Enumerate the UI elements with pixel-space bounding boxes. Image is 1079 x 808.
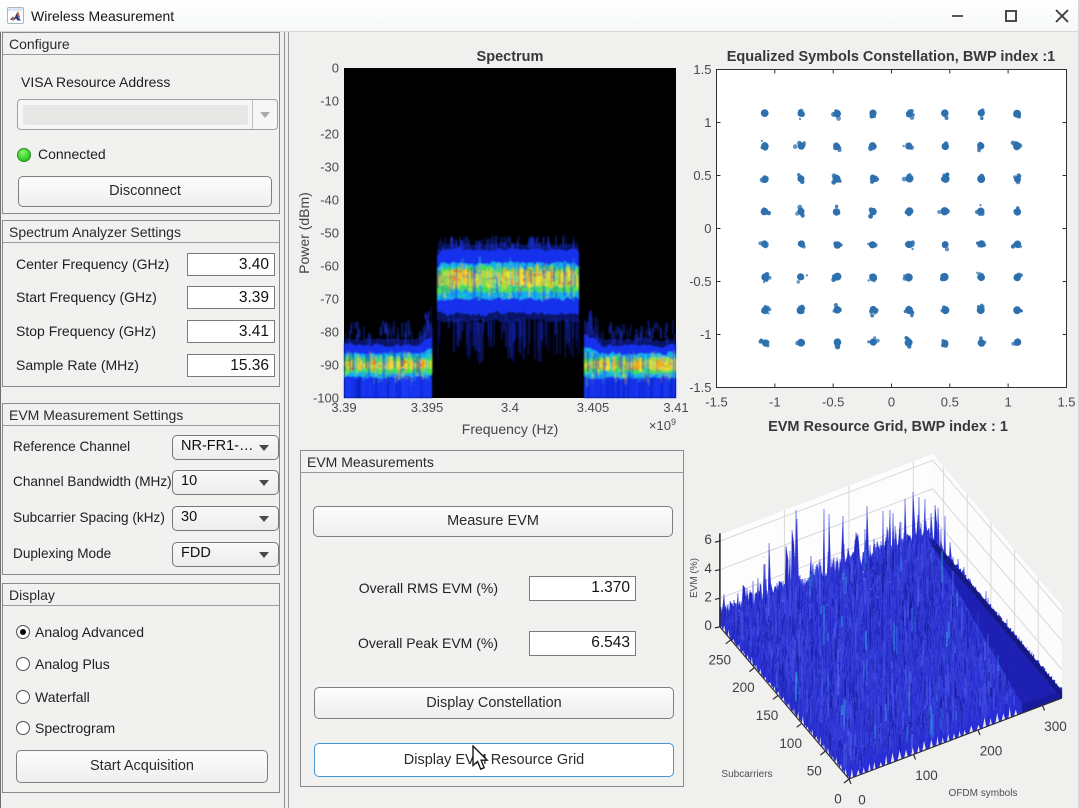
svg-text:Power (dBm): Power (dBm) xyxy=(296,192,312,274)
svg-text:-60: -60 xyxy=(320,259,339,274)
svg-text:150: 150 xyxy=(756,708,779,723)
svg-text:0.5: 0.5 xyxy=(941,395,959,410)
svg-text:×109: ×109 xyxy=(649,417,676,433)
svg-text:-1.5: -1.5 xyxy=(690,380,712,395)
svg-text:OFDM symbols: OFDM symbols xyxy=(949,788,1018,799)
svg-text:0: 0 xyxy=(888,395,895,410)
svg-text:-1: -1 xyxy=(700,327,712,342)
svg-text:Spectrum: Spectrum xyxy=(477,49,544,65)
svg-text:Equalized Symbols Constellatio: Equalized Symbols Constellation, BWP ind… xyxy=(727,49,1055,65)
svg-text:300: 300 xyxy=(1044,719,1067,734)
svg-text:-80: -80 xyxy=(320,325,339,340)
svg-text:0: 0 xyxy=(704,221,711,236)
svg-text:-50: -50 xyxy=(320,226,339,241)
svg-text:100: 100 xyxy=(915,768,938,783)
svg-text:3.39: 3.39 xyxy=(331,400,356,415)
svg-text:-10: -10 xyxy=(320,94,339,109)
svg-text:2: 2 xyxy=(704,589,712,604)
svg-text:EVM Resource Grid, BWP index :: EVM Resource Grid, BWP index : 1 xyxy=(768,419,1008,435)
svg-text:-90: -90 xyxy=(320,358,339,373)
svg-text:0: 0 xyxy=(834,792,842,807)
svg-text:3.395: 3.395 xyxy=(411,400,444,415)
svg-text:-0.5: -0.5 xyxy=(822,395,844,410)
svg-text:Frequency (Hz): Frequency (Hz) xyxy=(462,421,558,437)
svg-text:1.5: 1.5 xyxy=(1057,395,1075,410)
svg-text:0.5: 0.5 xyxy=(693,168,711,183)
svg-text:-70: -70 xyxy=(320,292,339,307)
svg-text:-20: -20 xyxy=(320,127,339,142)
svg-text:250: 250 xyxy=(709,652,732,667)
svg-text:0: 0 xyxy=(704,618,712,633)
svg-text:EVM (%): EVM (%) xyxy=(690,558,700,598)
svg-text:4: 4 xyxy=(704,561,712,576)
svg-text:0: 0 xyxy=(332,61,339,76)
svg-text:-1.5: -1.5 xyxy=(705,395,727,410)
svg-text:50: 50 xyxy=(807,764,822,779)
svg-text:1.5: 1.5 xyxy=(693,62,711,77)
svg-text:0: 0 xyxy=(858,793,866,808)
svg-text:Subcarriers: Subcarriers xyxy=(721,769,772,780)
svg-text:3.4: 3.4 xyxy=(501,400,519,415)
svg-text:200: 200 xyxy=(980,744,1003,759)
svg-text:-40: -40 xyxy=(320,193,339,208)
svg-text:3.41: 3.41 xyxy=(663,400,688,415)
svg-text:-100: -100 xyxy=(313,391,339,406)
svg-text:1: 1 xyxy=(1004,395,1011,410)
svg-text:-30: -30 xyxy=(320,160,339,175)
svg-text:6: 6 xyxy=(704,532,712,547)
svg-text:-0.5: -0.5 xyxy=(690,274,712,289)
svg-text:-1: -1 xyxy=(769,395,781,410)
svg-text:200: 200 xyxy=(732,680,755,695)
svg-text:1: 1 xyxy=(704,115,711,130)
svg-text:100: 100 xyxy=(779,736,802,751)
svg-text:3.405: 3.405 xyxy=(577,400,610,415)
